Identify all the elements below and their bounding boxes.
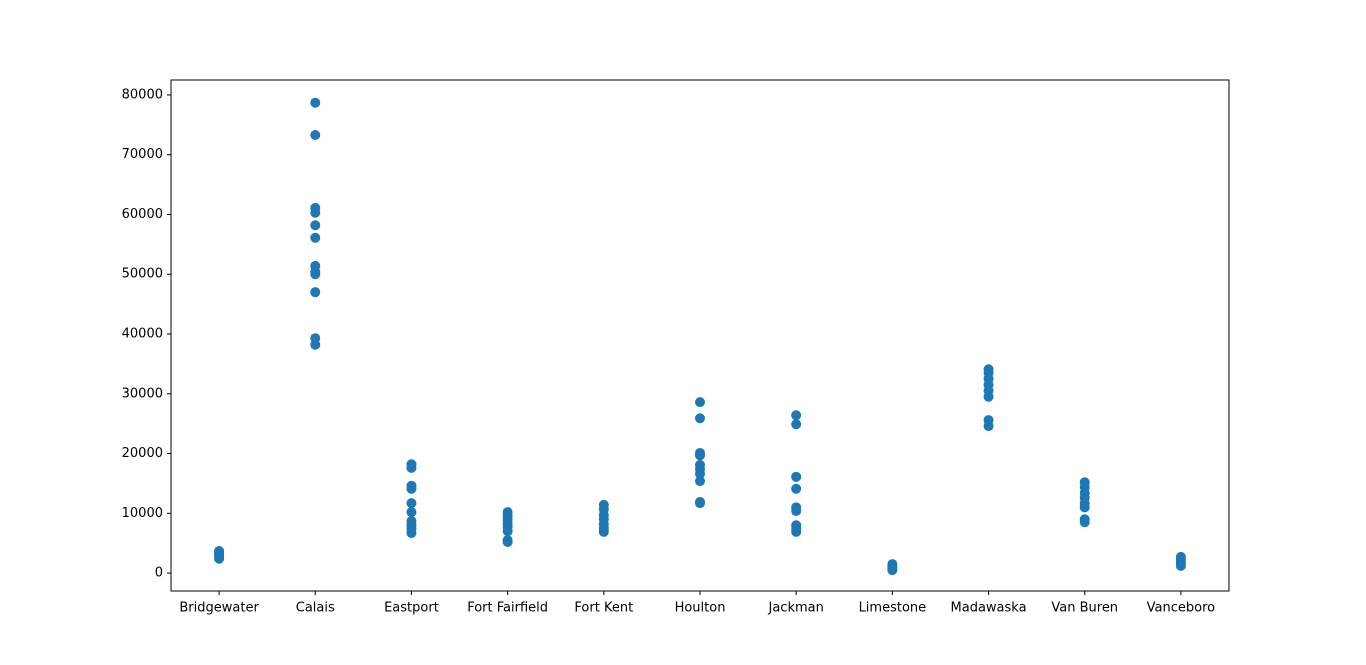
point — [310, 97, 321, 108]
y-tick-label: 50000 — [122, 267, 163, 282]
point — [695, 468, 705, 479]
point — [791, 410, 802, 421]
point — [1079, 502, 1090, 513]
point — [310, 269, 321, 280]
x-tick-label: Van Buren — [1051, 601, 1118, 616]
point — [791, 483, 802, 494]
y-tick-label: 20000 — [122, 446, 163, 461]
plot-frame — [170, 79, 1230, 592]
x-tick-label: Fort Fairfield — [467, 601, 548, 616]
point — [406, 462, 417, 473]
x-tick-label: Houlton — [675, 601, 726, 616]
point — [502, 536, 513, 547]
y-tick-label: 10000 — [122, 506, 163, 521]
point — [214, 545, 225, 556]
x-tick-label: Jackman — [768, 601, 824, 616]
point — [310, 339, 321, 350]
y-tick-label: 0 — [155, 566, 163, 581]
point — [695, 498, 705, 509]
x-tick-label: Madawaska — [951, 601, 1027, 616]
point — [310, 232, 321, 243]
point — [310, 287, 321, 298]
point — [406, 528, 417, 539]
x-tick-label: Limestone — [859, 601, 927, 616]
y-tick-label: 70000 — [122, 147, 163, 162]
point — [310, 129, 321, 140]
point — [695, 397, 705, 408]
point — [1079, 517, 1090, 528]
point — [695, 476, 705, 487]
y-tick-label: 40000 — [122, 327, 163, 342]
point — [406, 498, 417, 509]
y-tick-label: 80000 — [122, 87, 163, 102]
x-tick-label: Calais — [296, 601, 335, 616]
x-tick-label: Fort Kent — [574, 601, 633, 616]
point — [406, 507, 417, 518]
y-tick-label: 30000 — [122, 386, 163, 401]
point — [791, 471, 802, 482]
x-tick-label: Bridgewater — [179, 601, 259, 616]
point — [791, 419, 802, 430]
x-tick-label: Eastport — [384, 601, 439, 616]
point — [502, 526, 513, 537]
point — [695, 413, 705, 424]
point — [406, 483, 417, 494]
point — [310, 220, 321, 231]
point — [695, 450, 705, 461]
point — [983, 391, 994, 402]
point — [310, 207, 321, 218]
point — [983, 421, 994, 432]
y-tick-label: 60000 — [122, 207, 163, 222]
point — [598, 526, 609, 537]
point — [1175, 560, 1186, 571]
point — [791, 505, 802, 516]
x-tick-label: Vanceboro — [1147, 601, 1215, 616]
point — [887, 565, 898, 576]
point — [791, 526, 802, 537]
